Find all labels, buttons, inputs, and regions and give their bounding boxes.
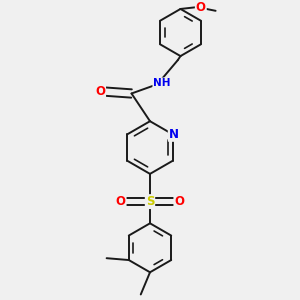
Text: NH: NH <box>153 78 171 88</box>
Text: O: O <box>116 195 125 208</box>
Text: O: O <box>196 1 206 13</box>
Text: S: S <box>146 195 154 208</box>
Text: N: N <box>169 128 179 141</box>
Text: O: O <box>95 85 105 98</box>
Text: O: O <box>175 195 184 208</box>
